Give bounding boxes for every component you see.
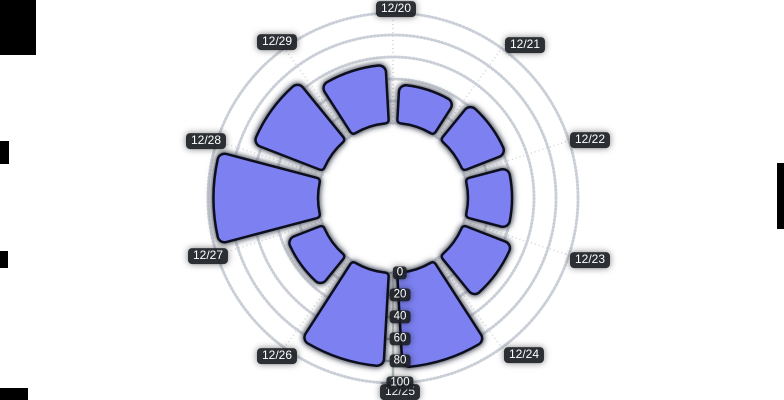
angle-axis-label: 12/23	[569, 252, 611, 268]
screen-artifact	[777, 163, 784, 229]
screen-artifact	[0, 251, 8, 268]
chart-slice[interactable]	[212, 152, 322, 244]
angle-axis-label: 12/27	[187, 248, 229, 264]
radial-axis-label: 80	[389, 354, 411, 368]
chart-slice[interactable]	[288, 224, 346, 285]
angle-axis-label: 12/22	[569, 132, 611, 148]
chart-slice[interactable]	[440, 105, 505, 172]
angle-axis-label: 12/21	[504, 37, 546, 53]
angle-axis-label: 12/20	[375, 1, 417, 17]
radial-axis-label: 20	[389, 288, 411, 302]
chart-slice[interactable]	[396, 84, 453, 135]
angle-axis-label: 12/24	[503, 347, 545, 363]
radial-axis-label: 40	[389, 310, 411, 324]
radial-axis-label: 60	[389, 332, 411, 346]
radial-axis-label: 100	[386, 376, 414, 390]
screen-artifact	[0, 388, 28, 400]
radial-axis-label: 0	[392, 266, 408, 280]
angle-axis-label: 12/28	[185, 133, 227, 149]
chart-slice[interactable]	[254, 83, 346, 172]
chart-slice[interactable]	[464, 167, 514, 229]
angle-axis-label: 12/26	[256, 348, 298, 364]
screen-artifact	[0, 141, 9, 164]
chart-slice[interactable]	[303, 261, 390, 367]
chart-slice[interactable]	[322, 64, 390, 135]
angle-axis-label: 12/29	[256, 34, 298, 50]
chart-slice[interactable]	[440, 224, 512, 296]
screen-artifact	[0, 0, 36, 55]
